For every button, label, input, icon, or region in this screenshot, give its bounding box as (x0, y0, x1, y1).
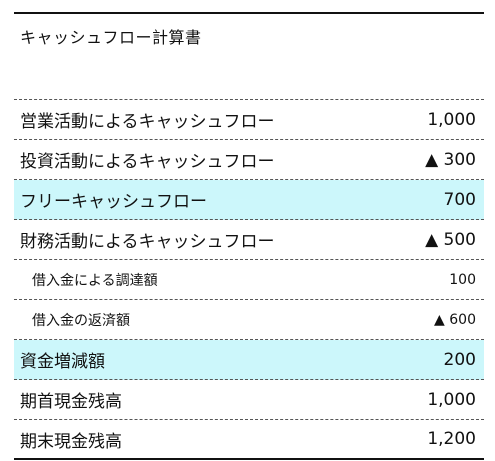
row-net-change-in-cash: 資金増減額 200 (14, 340, 484, 380)
row-free-cash-flow: フリーキャッシュフロー 700 (14, 180, 484, 220)
row-label: 期首現金残高 (20, 392, 122, 412)
row-label: 期末現金残高 (20, 431, 122, 452)
row-value: ▲ 600 (434, 311, 476, 328)
row-closing-cash-balance: 期末現金残高 1,200 (14, 420, 484, 460)
row-label: フリーキャッシュフロー (20, 192, 207, 212)
statement-title: キャッシュフロー計算書 (14, 14, 484, 100)
row-label: 借入金による調達額 (32, 272, 158, 289)
row-value: 1,000 (427, 389, 476, 410)
row-value: 100 (449, 271, 476, 288)
row-label: 借入金の返済額 (32, 312, 130, 329)
row-borrowing-repayment: 借入金の返済額 ▲ 600 (14, 300, 484, 340)
row-investing-cash-flow: 投資活動によるキャッシュフロー ▲ 300 (14, 140, 484, 180)
row-borrowing-proceeds: 借入金による調達額 100 (14, 260, 484, 300)
row-label: 財務活動によるキャッシュフロー (20, 232, 275, 252)
row-value: 1,000 (427, 109, 476, 130)
row-label: 資金増減額 (20, 352, 105, 372)
row-operating-cash-flow: 営業活動によるキャッシュフロー 1,000 (14, 100, 484, 140)
row-label: 営業活動によるキャッシュフロー (20, 112, 275, 132)
row-value: 200 (443, 349, 476, 370)
row-value: 1,200 (427, 429, 476, 449)
row-value: ▲ 300 (425, 149, 476, 170)
row-value: 700 (443, 189, 476, 210)
row-value: ▲ 500 (425, 229, 476, 250)
row-financing-cash-flow: 財務活動によるキャッシュフロー ▲ 500 (14, 220, 484, 260)
row-label: 投資活動によるキャッシュフロー (20, 152, 275, 172)
cash-flow-statement: キャッシュフロー計算書 営業活動によるキャッシュフロー 1,000 投資活動によ… (14, 12, 484, 460)
row-opening-cash-balance: 期首現金残高 1,000 (14, 380, 484, 420)
